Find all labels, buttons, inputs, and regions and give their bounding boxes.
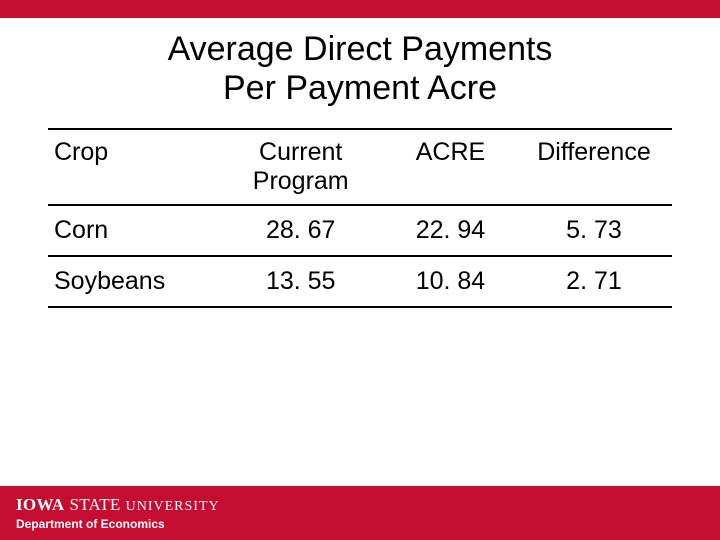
payments-table: Crop Current Program ACRE Difference Cor… [48, 128, 672, 308]
cell-acre: 22. 94 [385, 205, 516, 256]
page-title: Average Direct Payments Per Payment Acre [0, 30, 720, 108]
payments-table-wrap: Crop Current Program ACRE Difference Cor… [48, 128, 672, 308]
cell-current: 13. 55 [216, 256, 384, 307]
title-line-1: Average Direct Payments [168, 30, 553, 68]
department-label: Department of Economics [16, 517, 720, 531]
cell-diff: 5. 73 [516, 205, 672, 256]
col-header-current-line2: Program [253, 167, 349, 195]
cell-acre: 10. 84 [385, 256, 516, 307]
cell-crop: Corn [48, 205, 216, 256]
university-logo-text: IOWA STATE UNIVERSITY [16, 495, 720, 515]
cell-crop: Soybeans [48, 256, 216, 307]
table-row: Soybeans 13. 55 10. 84 2. 71 [48, 256, 672, 307]
cell-diff: 2. 71 [516, 256, 672, 307]
logo-university: UNIVERSITY [126, 499, 220, 514]
table-row: Corn 28. 67 22. 94 5. 73 [48, 205, 672, 256]
col-header-acre: ACRE [385, 129, 516, 205]
col-header-crop: Crop [48, 129, 216, 205]
logo-state: STATE [69, 495, 120, 514]
col-header-current-program: Current Program [216, 129, 384, 205]
col-header-difference: Difference [516, 129, 672, 205]
logo-iowa: IOWA [16, 495, 64, 514]
col-header-current-line1: Current [259, 138, 342, 166]
title-line-2: Per Payment Acre [223, 69, 497, 107]
footer-bar: IOWA STATE UNIVERSITY Department of Econ… [0, 486, 720, 540]
top-accent-bar [0, 0, 720, 18]
table-header-row: Crop Current Program ACRE Difference [48, 129, 672, 205]
cell-current: 28. 67 [216, 205, 384, 256]
